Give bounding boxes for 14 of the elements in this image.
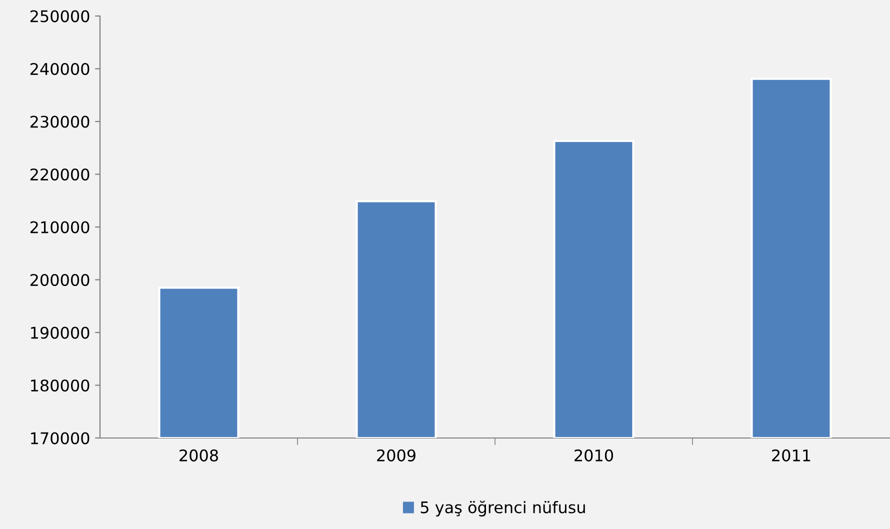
y-tick-label: 200000 — [30, 274, 90, 286]
x-tick-label: 2008 — [180, 449, 218, 462]
x-tick-label: 2009 — [377, 449, 416, 462]
y-tick-label: 220000 — [30, 168, 90, 181]
y-tick-label: 190000 — [31, 326, 90, 339]
x-tick-label: 2011 — [772, 449, 810, 462]
y-tick-label: 210000 — [30, 221, 90, 234]
y-tick-label: 170000 — [31, 432, 90, 444]
y-tick-label: 230000 — [30, 116, 90, 128]
y-tick-label: 180000 — [31, 379, 90, 392]
y-tick-label: 240000 — [30, 62, 90, 76]
x-tick-label: 2010 — [574, 449, 614, 462]
legend-label: 5 yaş öğrenci nüfusu — [420, 500, 585, 516]
y-tick-label: 250000 — [30, 10, 90, 22]
